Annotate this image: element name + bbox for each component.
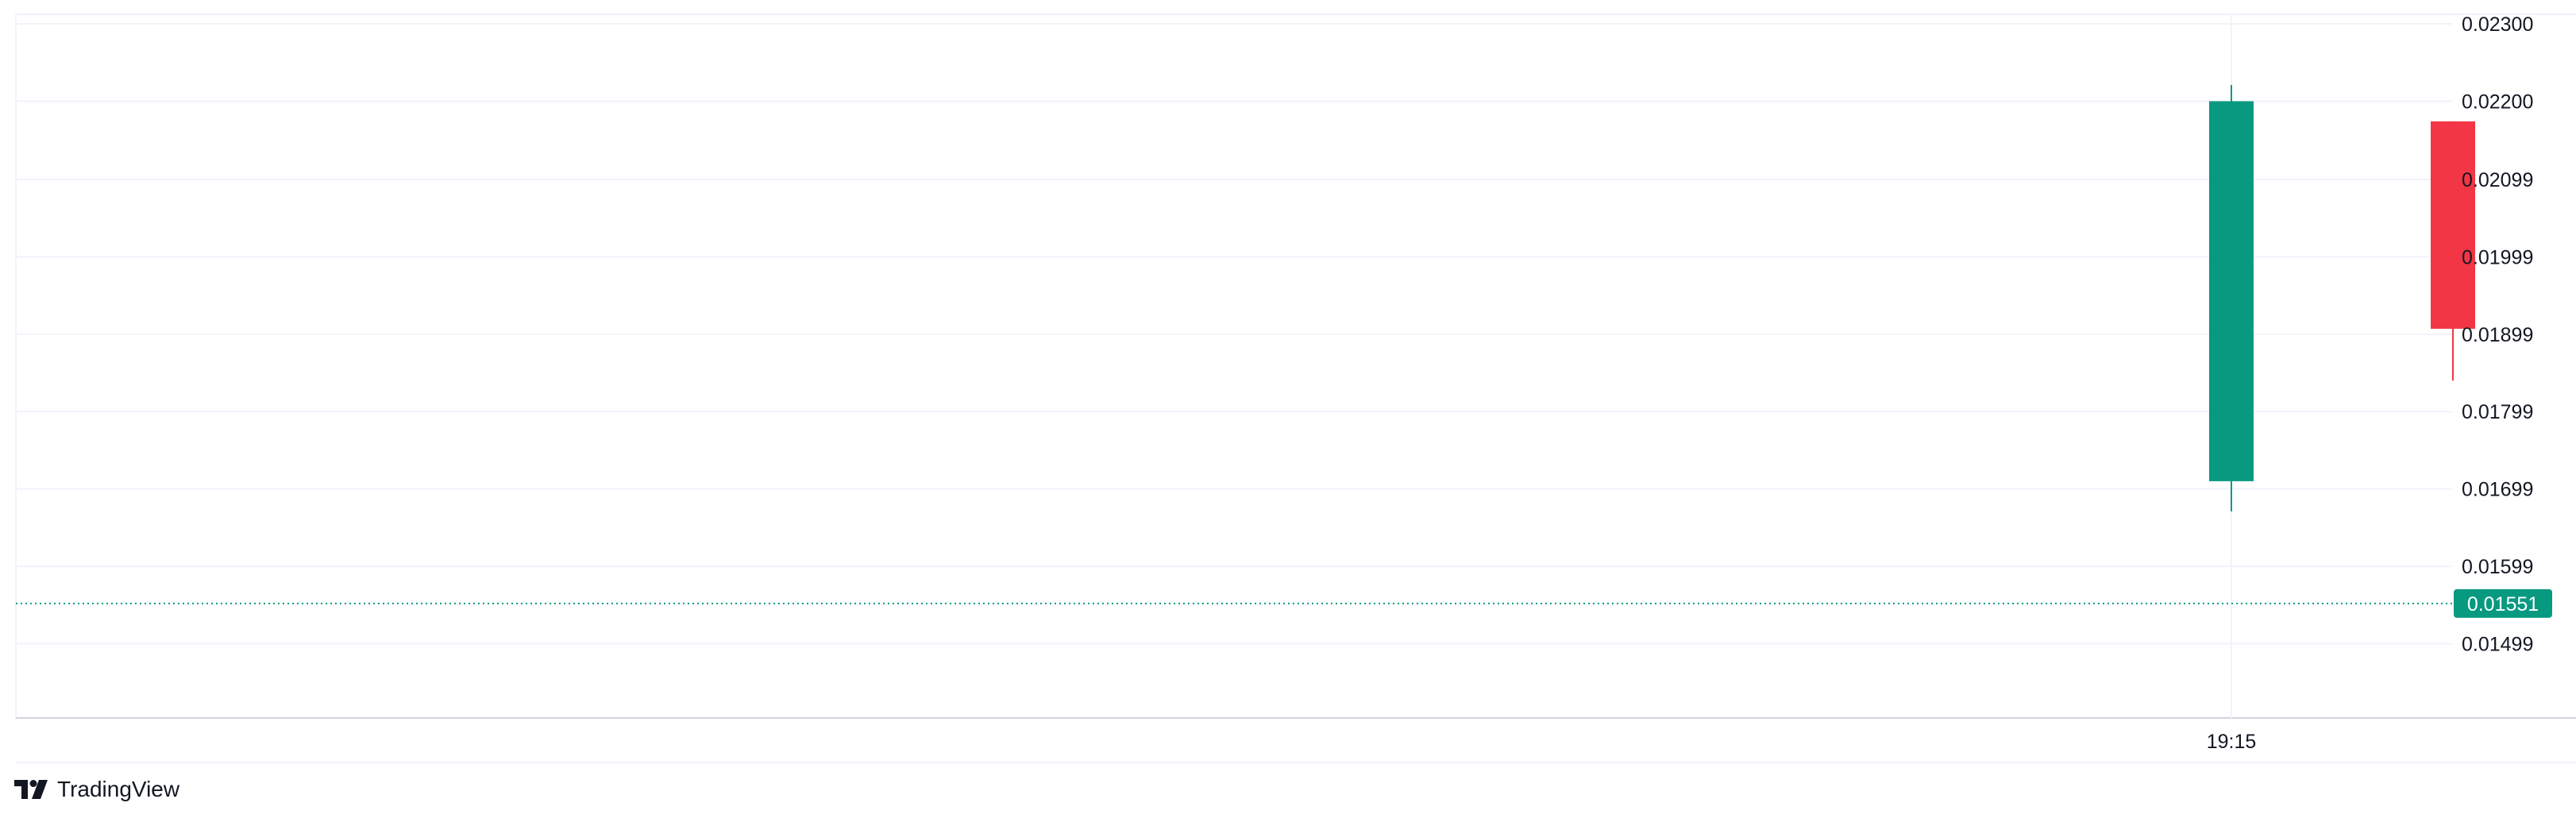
tradingview-logo-icon [14,780,49,799]
time-axis[interactable]: 19:1520:0021:0022:0023:001201:00 [2207,731,2576,753]
candle-body [2209,101,2254,481]
last-price-label: 0.01551 [2467,593,2539,616]
price-line-layer: 0.01551 [16,589,2552,618]
last-price-badge [2454,589,2552,618]
candle [2209,84,2254,511]
grid-layer [15,14,2576,763]
y-tick-label: 0.02200 [2462,91,2533,113]
x-tick-label: 19:15 [2207,731,2257,753]
y-tick-label: 0.01699 [2462,479,2533,501]
y-tick-label: 0.01999 [2462,246,2533,268]
y-tick-label: 0.02300 [2462,14,2533,36]
y-tick-label: 0.01599 [2462,556,2533,578]
y-tick-label: 0.01799 [2462,401,2533,423]
y-tick-label: 0.01899 [2462,324,2533,346]
candle [2431,121,2475,381]
branding-name: TradingView [57,777,180,801]
y-tick-label: 0.01499 [2462,634,2533,656]
branding[interactable]: TradingView [14,774,179,805]
candles-layer [2209,84,2475,511]
candle-body [2431,121,2475,329]
y-tick-label: 0.02099 [2462,169,2533,191]
price-axis[interactable]: 0.02300 0.02200 0.02099 0.01999 0.01899 0.017… [2462,14,2533,656]
